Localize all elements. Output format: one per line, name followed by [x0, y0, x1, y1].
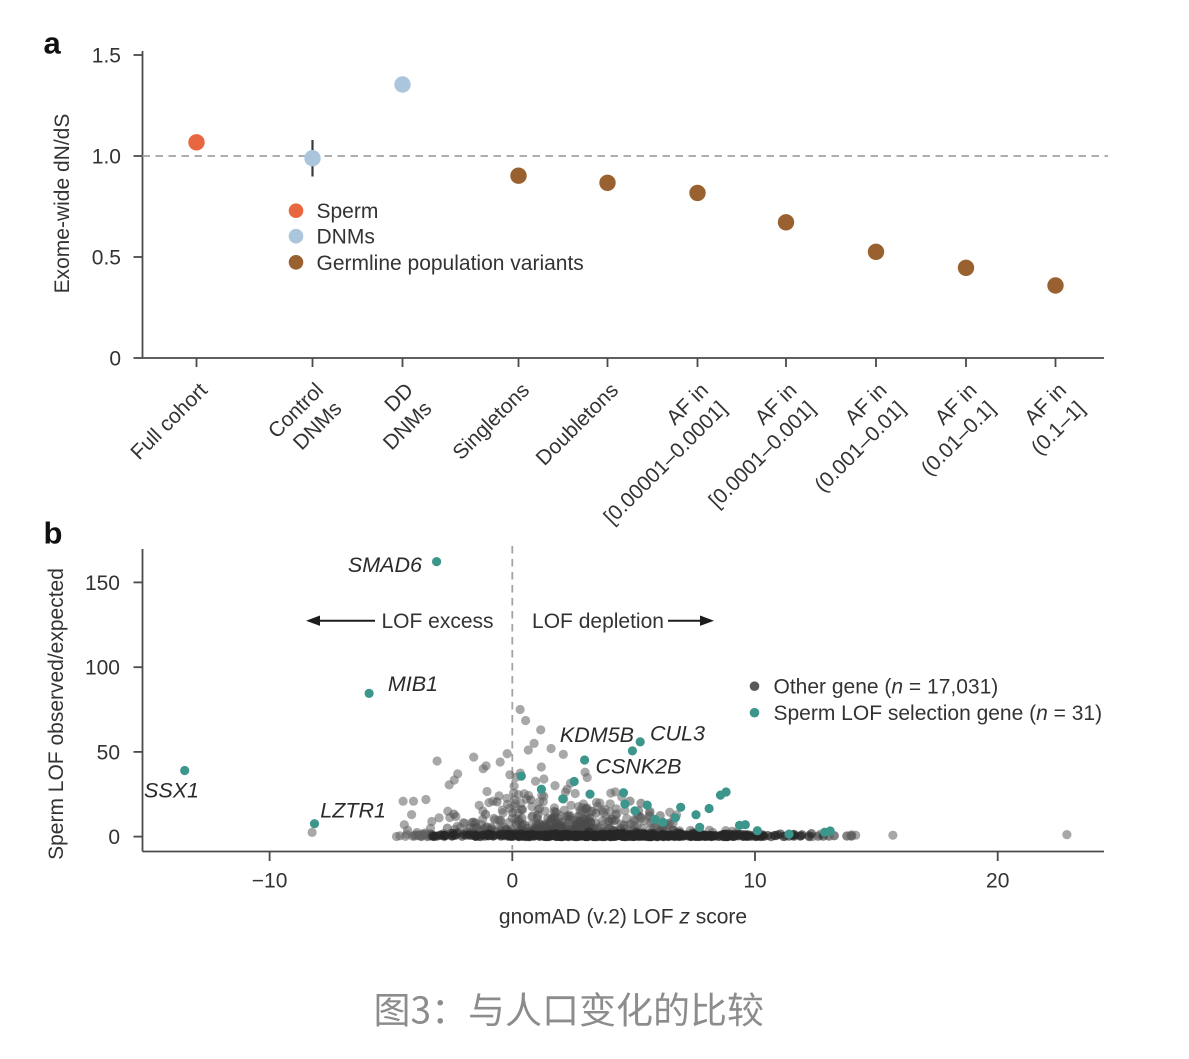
svg-text:a: a: [44, 26, 62, 61]
svg-text:LOF excess: LOF excess: [381, 610, 493, 633]
svg-text:CSNK2B: CSNK2B: [595, 755, 681, 779]
svg-text:0: 0: [506, 870, 518, 893]
svg-text:KDM5B: KDM5B: [560, 723, 634, 747]
svg-text:0: 0: [109, 348, 121, 371]
svg-text:CUL3: CUL3: [650, 722, 705, 746]
svg-text:100: 100: [85, 657, 120, 680]
svg-text:150: 150: [85, 572, 120, 595]
svg-text:50: 50: [97, 741, 120, 764]
svg-text:Sperm LOF selection gene (n =: Sperm LOF selection gene (n = 31): [774, 702, 1103, 725]
svg-text:Other gene (n = 17,031): Other gene (n = 17,031): [774, 676, 999, 699]
svg-text:DNMs: DNMs: [317, 226, 375, 249]
svg-text:b: b: [44, 516, 63, 551]
svg-text:1.5: 1.5: [92, 45, 121, 68]
svg-text:LOF depletion: LOF depletion: [532, 610, 664, 633]
svg-text:Germline population variants: Germline population variants: [317, 252, 584, 275]
svg-text:Exome-wide dN/dS: Exome-wide dN/dS: [51, 114, 74, 294]
svg-text:SMAD6: SMAD6: [348, 553, 422, 577]
svg-text:MIB1: MIB1: [388, 672, 438, 696]
svg-text:1.0: 1.0: [92, 146, 121, 169]
svg-text:Sperm LOF observed/expected: Sperm LOF observed/expected: [45, 568, 68, 860]
svg-text:LZTR1: LZTR1: [320, 799, 386, 823]
svg-text:SSX1: SSX1: [144, 779, 199, 803]
svg-text:0.5: 0.5: [92, 247, 121, 270]
svg-text:Sperm: Sperm: [317, 200, 379, 223]
svg-text:0: 0: [108, 826, 120, 849]
svg-text:gnomAD (v.2) LOF z score: gnomAD (v.2) LOF z score: [499, 906, 747, 929]
svg-text:20: 20: [986, 870, 1009, 893]
svg-text:−10: −10: [252, 870, 288, 893]
svg-text:10: 10: [743, 870, 766, 893]
